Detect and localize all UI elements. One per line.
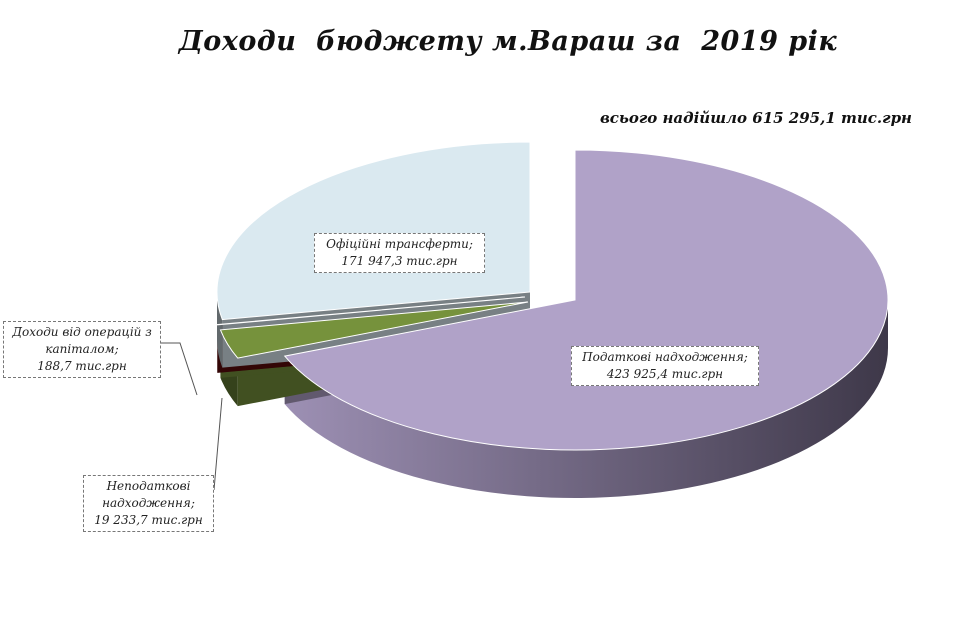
slice-label-nontax: Неподаткові надходження; 19 233,7 тис.гр… bbox=[83, 475, 214, 532]
pie-slice-taxes-wall bbox=[284, 300, 889, 499]
pie-slice-transfers-wall bbox=[217, 292, 223, 368]
slice-label-nontax-name: Неподаткові надходження; bbox=[102, 479, 195, 510]
slice-label-taxes-name: Податкові надходження; bbox=[582, 350, 748, 364]
slice-label-transfers-name: Офіційні трансферти; bbox=[326, 237, 473, 251]
slice-label-nontax-value: 19 233,7 тис.грн bbox=[94, 513, 203, 527]
leader-capital bbox=[161, 342, 198, 396]
slice-label-taxes: Податкові надходження; 423 925,4 тис.грн bbox=[571, 346, 759, 386]
leader-nontax bbox=[213, 397, 223, 491]
chart-title: Доходи бюджету м.Вараш за 2019 рік bbox=[178, 26, 838, 57]
slice-label-transfers-value: 171 947,3 тис.грн bbox=[341, 254, 458, 268]
pie-slice-nontax bbox=[219, 301, 529, 359]
chart-subtitle: всього надійшло 615 295,1 тис.грн bbox=[599, 109, 912, 127]
slice-label-capital-value: 188,7 тис.грн bbox=[37, 359, 127, 373]
pie-slice-capital bbox=[216, 296, 526, 326]
slice-label-transfers: Офіційні трансферти; 171 947,3 тис.грн bbox=[314, 233, 485, 273]
slice-label-capital: Доходи від операцій з капіталом; 188,7 т… bbox=[3, 321, 161, 378]
pie-slice-transfers bbox=[216, 141, 531, 321]
slice-label-taxes-value: 423 925,4 тис.грн bbox=[606, 367, 724, 381]
slice-label-capital-name: Доходи від операцій з капіталом; bbox=[12, 325, 152, 356]
